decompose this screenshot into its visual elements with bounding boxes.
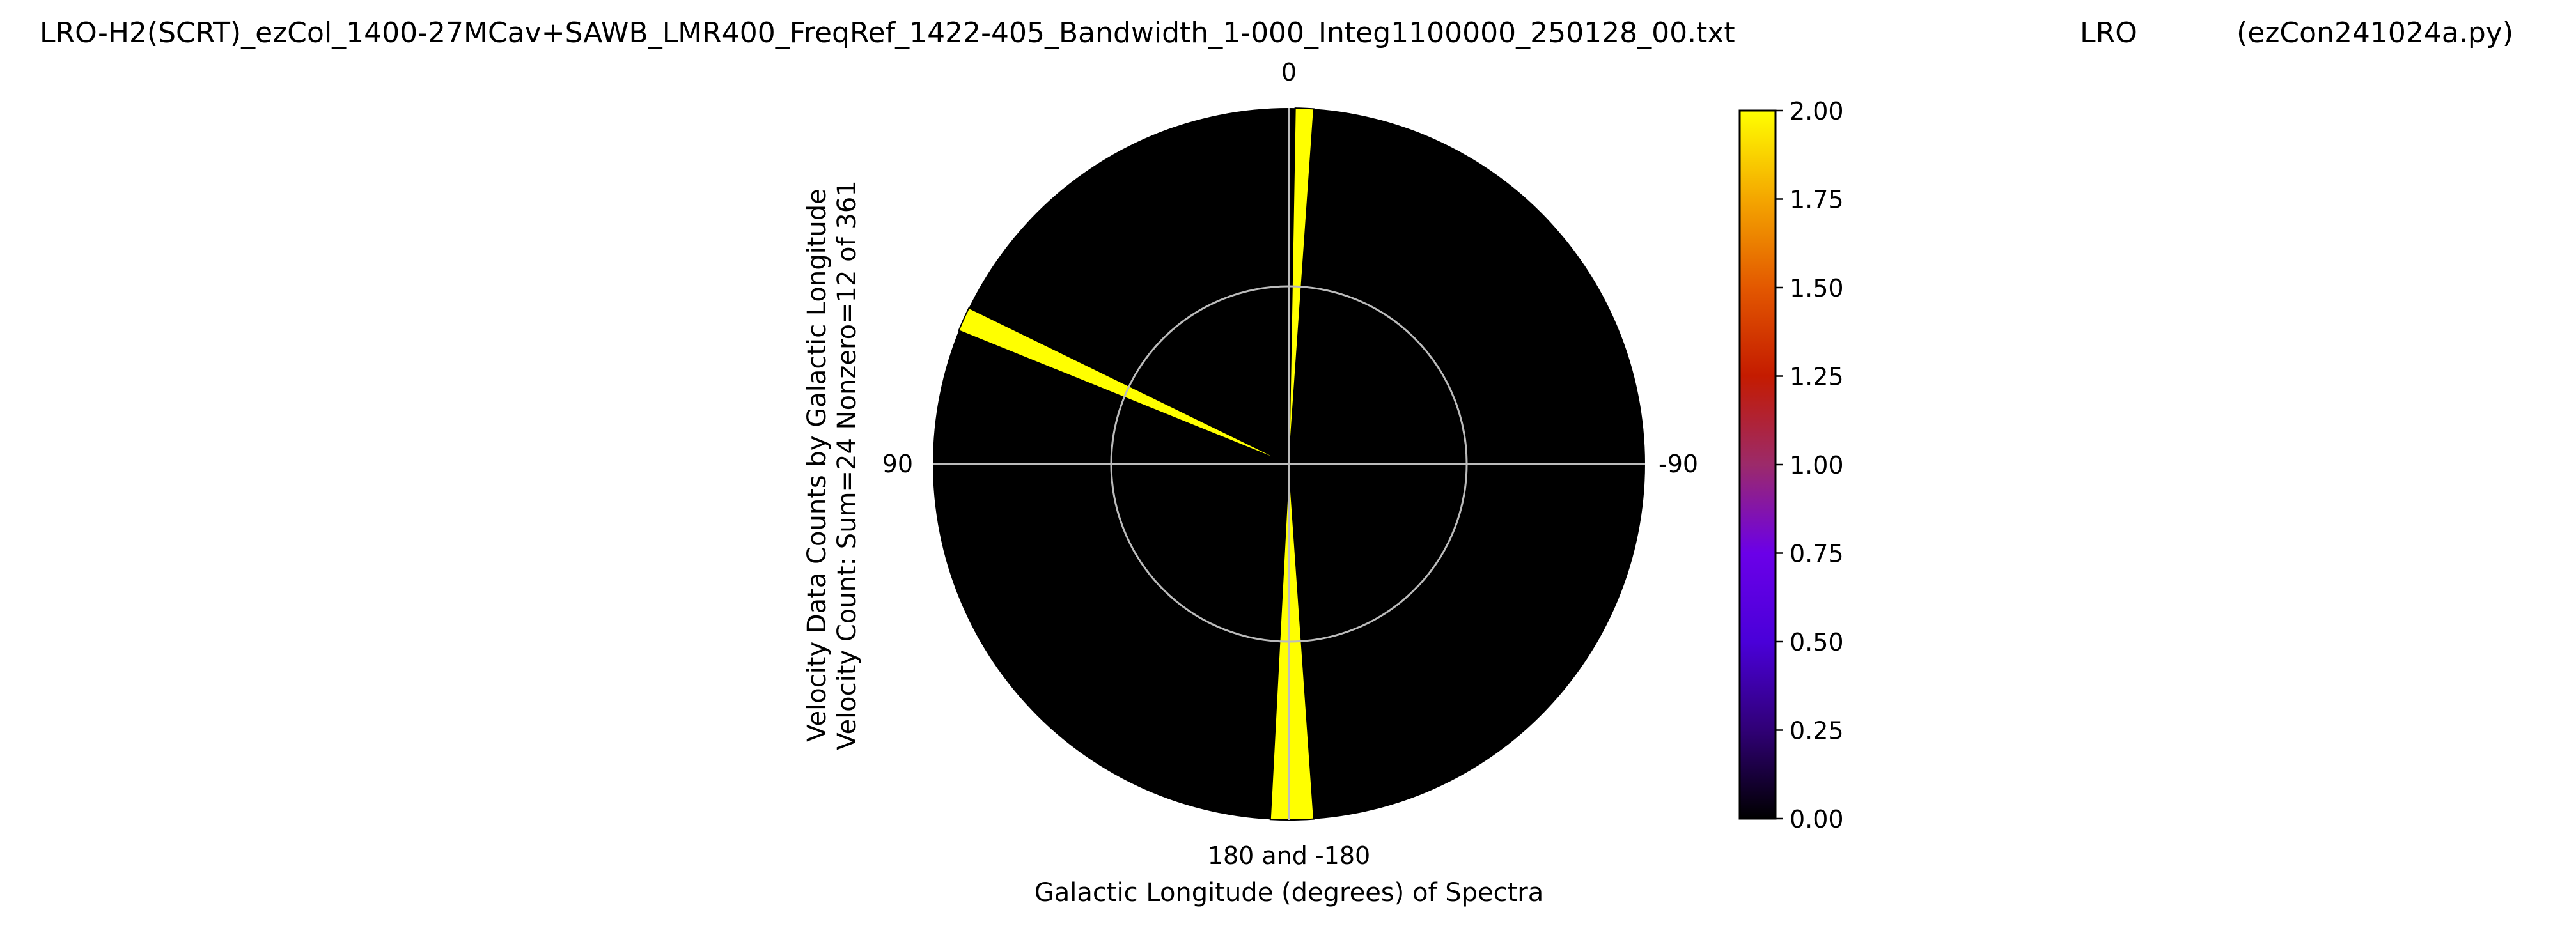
polar-plot (933, 107, 1645, 821)
angle-label-left: 90 (882, 450, 913, 478)
colorbar-tick-label: 0.25 (1790, 717, 1844, 745)
colorbar-tick-label: 1.50 (1790, 274, 1844, 302)
angle-label-right: -90 (1659, 450, 1698, 478)
colorbar-tick-label: 0.75 (1790, 540, 1844, 568)
header-program: (ezCon241024a.py) (2236, 17, 2513, 49)
x-axis-label: Galactic Longitude (degrees) of Spectra (1034, 878, 1544, 907)
wedge-0 (958, 307, 1290, 465)
colorbar: 0.00 0.25 0.50 0.75 1.00 1.25 1.50 1.75 2.00 (1738, 97, 1844, 833)
angle-label-bottom: 180 and -180 (1208, 842, 1370, 870)
y-axis-label-line2: Velocity Count: Sum=24 Nonzero=12 of 361 (832, 180, 862, 750)
angle-label-top: 0 (1281, 58, 1297, 86)
colorbar-tick-label: 1.00 (1790, 451, 1844, 479)
colorbar-tick-label: 0.50 (1790, 628, 1844, 656)
header-filename: LRO-H2(SCRT)_ezCol_1400-27MCav+SAWB_LMR4… (40, 17, 1735, 49)
header-station: LRO (2080, 17, 2137, 49)
polar-grid (933, 108, 1645, 820)
grid-inner-ring (1110, 285, 1468, 643)
colorbar-tick-label: 0.00 (1790, 805, 1844, 833)
y-axis-label-line1: Velocity Data Counts by Galactic Longitu… (802, 189, 832, 742)
colorbar-tick-label: 1.75 (1790, 186, 1844, 214)
colorbar-tick-label: 1.25 (1790, 363, 1844, 391)
colorbar-gradient (1738, 109, 1777, 820)
colorbar-tick-label: 2.00 (1790, 97, 1844, 125)
colorbar-ticks: 0.00 0.25 0.50 0.75 1.00 1.25 1.50 1.75 2.00 (1776, 97, 1844, 833)
